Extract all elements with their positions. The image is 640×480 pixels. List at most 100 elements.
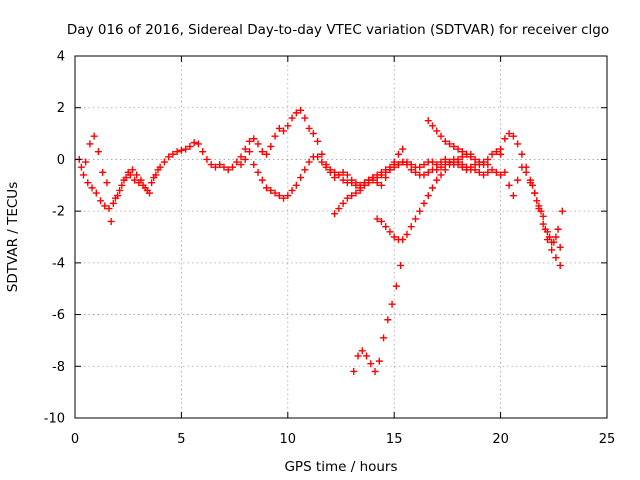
data-point (267, 143, 275, 150)
data-point (420, 161, 428, 169)
data-point (284, 192, 292, 200)
data-point (382, 223, 390, 231)
data-point (437, 171, 445, 179)
x-tick-label: 20 (492, 432, 509, 447)
data-point (446, 161, 454, 169)
data-point (160, 158, 168, 166)
x-axis-label: GPS time / hours (284, 459, 397, 475)
data-point (360, 181, 368, 189)
data-point (169, 150, 177, 158)
data-point (424, 117, 432, 125)
data-point (480, 171, 488, 179)
data-point (537, 207, 545, 215)
data-point (535, 202, 543, 210)
data-point (97, 197, 105, 205)
series-trace-f (424, 117, 492, 169)
axis-ticks (74, 55, 608, 419)
data-point (128, 166, 136, 174)
data-point (124, 168, 132, 176)
data-point (488, 166, 496, 174)
data-point (271, 189, 279, 197)
data-point (250, 135, 258, 143)
data-point (492, 168, 500, 176)
data-point (77, 163, 85, 171)
data-point (137, 176, 145, 184)
data-point (339, 168, 347, 176)
data-point (84, 179, 92, 187)
data-point (367, 360, 375, 368)
y-tick-label: 2 (57, 101, 65, 116)
data-points (75, 106, 566, 375)
y-tick-label: -2 (52, 205, 65, 220)
data-point (518, 163, 526, 171)
x-tick-label: 15 (386, 432, 403, 447)
data-point (411, 215, 419, 223)
data-point (558, 207, 566, 215)
data-point (454, 145, 462, 153)
data-point (352, 189, 360, 197)
data-point (352, 181, 360, 189)
data-point (173, 148, 181, 156)
data-point (263, 184, 271, 192)
data-point (267, 186, 275, 194)
data-point (90, 132, 98, 140)
data-point (275, 192, 283, 200)
data-point (305, 124, 313, 132)
data-point (509, 192, 517, 200)
data-point (373, 215, 381, 223)
data-point (556, 261, 564, 269)
data-point (107, 217, 115, 225)
data-point (382, 168, 390, 176)
series-trace-j (529, 181, 566, 246)
data-point (424, 168, 432, 176)
data-point (339, 199, 347, 207)
data-point (446, 140, 454, 148)
x-tick-label: 0 (71, 432, 79, 447)
data-point (297, 106, 305, 114)
data-point (331, 210, 339, 218)
data-point (386, 166, 394, 174)
data-point (258, 148, 266, 156)
data-point (463, 150, 471, 158)
x-tick-label: 10 (280, 432, 297, 447)
data-point (211, 163, 219, 171)
data-point (309, 130, 317, 138)
data-point (207, 161, 215, 169)
data-point (371, 367, 379, 375)
data-point (322, 163, 330, 171)
data-point (541, 225, 549, 233)
data-point (467, 153, 475, 161)
data-point (429, 158, 437, 166)
y-axis-label: SDTVAR / TECUs (5, 182, 21, 292)
data-point (420, 199, 428, 207)
data-point (233, 158, 241, 166)
data-point (497, 171, 505, 179)
data-point (284, 122, 292, 130)
series-trace-b (77, 132, 162, 225)
data-point (292, 181, 300, 189)
y-tick-label: 0 (57, 153, 65, 168)
y-tick-label: 4 (57, 50, 65, 65)
data-point (484, 161, 492, 169)
data-point (203, 155, 211, 163)
grid-lines (75, 56, 607, 418)
data-point (407, 223, 415, 231)
data-point (154, 166, 162, 174)
data-point (220, 163, 228, 171)
data-point (471, 166, 479, 174)
data-point (458, 161, 466, 169)
data-point (254, 168, 262, 176)
data-point (343, 194, 351, 202)
data-point (441, 166, 449, 174)
data-point (88, 184, 96, 192)
data-point (288, 186, 296, 194)
data-point (505, 181, 513, 189)
data-point (552, 254, 560, 262)
data-point (552, 233, 560, 241)
data-point (275, 124, 283, 132)
data-point (292, 109, 300, 117)
data-point (331, 168, 339, 176)
data-point (550, 238, 558, 246)
data-point (190, 139, 198, 147)
data-point (350, 367, 358, 375)
